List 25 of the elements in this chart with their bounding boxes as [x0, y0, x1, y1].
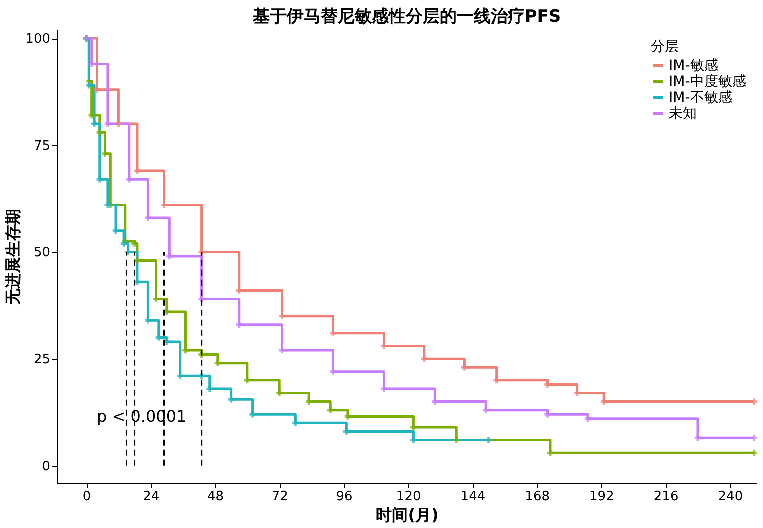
x-tick-label: 144	[460, 490, 486, 504]
x-tick-label: 168	[525, 490, 550, 504]
x-tick-label: 48	[207, 490, 224, 504]
annotation: p < 0.0001	[97, 407, 187, 426]
y-tick-label: 0	[42, 459, 50, 474]
y-tick-label: 75	[34, 138, 50, 154]
legend-label: 未知	[669, 106, 697, 122]
x-tick-label: 24	[143, 490, 160, 504]
chart-title: 基于伊马替尼敏感性分层的一线治疗PFS	[252, 7, 562, 27]
y-tick-label: 25	[34, 352, 50, 368]
legend-label: IM-中度敏感	[669, 74, 746, 90]
x-tick-label: 192	[590, 490, 614, 504]
legend-title: 分层	[651, 39, 679, 55]
x-tick-label: 120	[396, 490, 422, 504]
x-tick-label: 96	[336, 490, 353, 504]
y-axis-title: 无进展生存期	[4, 209, 23, 306]
y-tick-label: 100	[26, 32, 50, 48]
x-tick-label: 216	[654, 490, 679, 504]
legend-label: IM-敏感	[669, 58, 718, 74]
x-tick-label: 72	[272, 490, 288, 504]
x-axis-title: 时间(月)	[376, 506, 439, 524]
x-tick-label: 0	[82, 490, 92, 504]
legend-label: IM-不敏感	[669, 90, 732, 106]
x-tick-label: 240	[718, 490, 744, 504]
y-tick-label: 50	[34, 246, 50, 261]
